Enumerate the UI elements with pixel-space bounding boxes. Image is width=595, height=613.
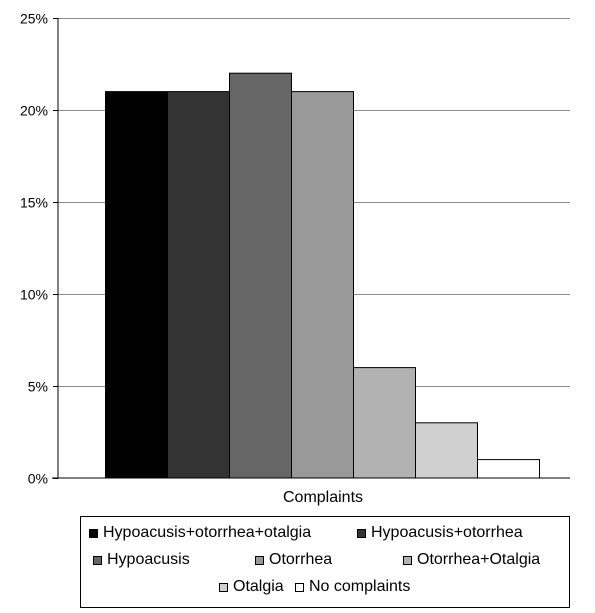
- legend-item: Otorrhea: [255, 550, 332, 570]
- legend-swatch: [89, 528, 98, 538]
- legend-item: Hypoacusis+otorrhea+otalgia: [89, 523, 311, 543]
- legend-swatch: [219, 582, 228, 592]
- legend-swatch: [357, 528, 366, 538]
- y-tick-label: 15%: [20, 195, 48, 211]
- bar-otorrhea-otalgia: [353, 367, 416, 479]
- bars: [105, 72, 540, 479]
- y-tick-label: 20%: [20, 103, 48, 119]
- legend-item: No complaints: [295, 577, 410, 597]
- legend-label: Otalgia: [233, 578, 284, 595]
- bar-hypoacusis-otorrhea: [167, 91, 230, 479]
- y-tick-label: 25%: [20, 11, 48, 27]
- legend-item: Otalgia: [219, 577, 284, 597]
- bar-hypoacusis-otorrhea-otalgia: [105, 91, 168, 479]
- legend-swatch: [403, 555, 412, 565]
- bar-hypoacusis: [229, 72, 292, 479]
- legend-label: Otorrhea: [269, 551, 333, 568]
- legend-swatch: [295, 582, 304, 592]
- legend-item: Hypoacusis: [93, 550, 190, 570]
- legend-label: No complaints: [309, 578, 411, 595]
- legend-label: Hypoacusis: [107, 551, 190, 568]
- x-axis-label: Complaints: [283, 489, 363, 506]
- bar-no-complaints: [477, 459, 540, 479]
- legend-item: Hypoacusis+otorrhea: [357, 523, 523, 543]
- y-tick-label: 10%: [20, 287, 48, 303]
- bar-otalgia: [415, 422, 478, 479]
- legend-label: Hypoacusis+otorrhea: [371, 524, 523, 541]
- bar-chart: 0% 5% 10% 15% 20% 25% Complaints: [20, 11, 570, 506]
- legend-swatch: [255, 555, 264, 565]
- legend-label: Hypoacusis+otorrhea+otalgia: [103, 524, 312, 541]
- legend-swatch: [93, 555, 102, 565]
- bar-otorrhea: [291, 91, 354, 479]
- legend-label: Otorrhea+Otalgia: [417, 551, 541, 568]
- y-tick-label: 0%: [28, 471, 48, 487]
- y-axis-ticks: 0% 5% 10% 15% 20% 25%: [20, 11, 58, 487]
- legend: Hypoacusis+otorrhea+otalgia Hypoacusis+ot…: [80, 516, 570, 608]
- y-tick-label: 5%: [28, 379, 48, 395]
- legend-item: Otorrhea+Otalgia: [403, 550, 540, 570]
